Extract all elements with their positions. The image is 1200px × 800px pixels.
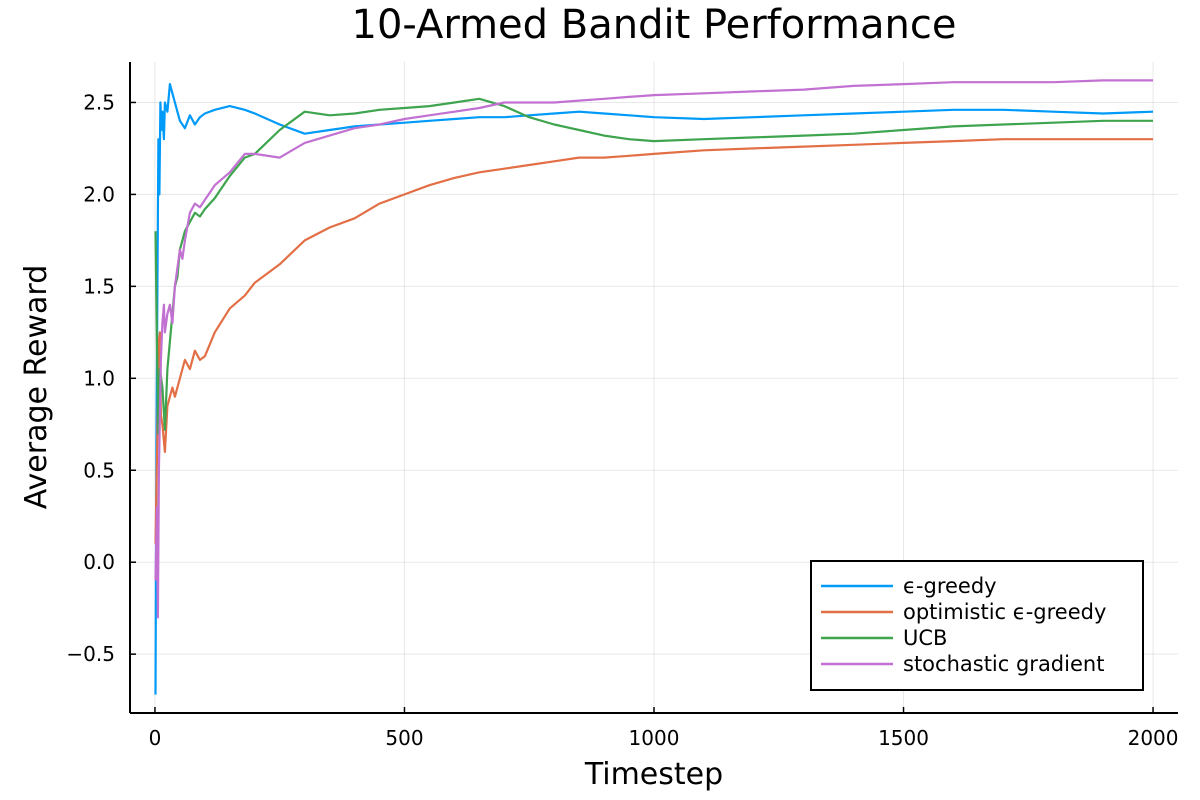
y-tick-label: 1.5 (83, 274, 115, 298)
x-axis-title: Timestep (584, 757, 723, 792)
x-tick-label: 2000 (1128, 726, 1179, 750)
y-tick-label: −0.5 (66, 642, 115, 666)
x-tick-label: 500 (385, 726, 423, 750)
y-tick-label: 0.0 (83, 550, 115, 574)
series-line (154, 79, 1153, 619)
y-tick-label: 1.0 (83, 366, 115, 390)
ticks: 0 500 1000 1500 2000 −0.5 0.0 0.5 1.0 1.5 2.0 2.5 (66, 90, 1178, 750)
plot-area (154, 79, 1154, 695)
chart-title: 10-Armed Bandit Performance (352, 2, 957, 48)
legend-label: UCB (903, 626, 947, 650)
grid (130, 62, 1178, 713)
x-tick-label: 0 (149, 726, 162, 750)
y-axis-title: Average Reward (19, 265, 54, 509)
y-tick-label: 0.5 (83, 458, 115, 482)
legend-box (810, 560, 1144, 691)
series-line (154, 138, 1153, 544)
legend-label: ϵ-greedy (903, 574, 997, 598)
series-line (154, 82, 1154, 695)
legend-label: stochastic gradient (903, 652, 1104, 676)
legend-label: optimistic ϵ-greedy (903, 600, 1106, 624)
x-tick-label: 1000 (629, 726, 680, 750)
y-tick-label: 2.5 (83, 90, 115, 114)
x-tick-label: 1500 (878, 726, 929, 750)
y-tick-label: 2.0 (83, 182, 115, 206)
